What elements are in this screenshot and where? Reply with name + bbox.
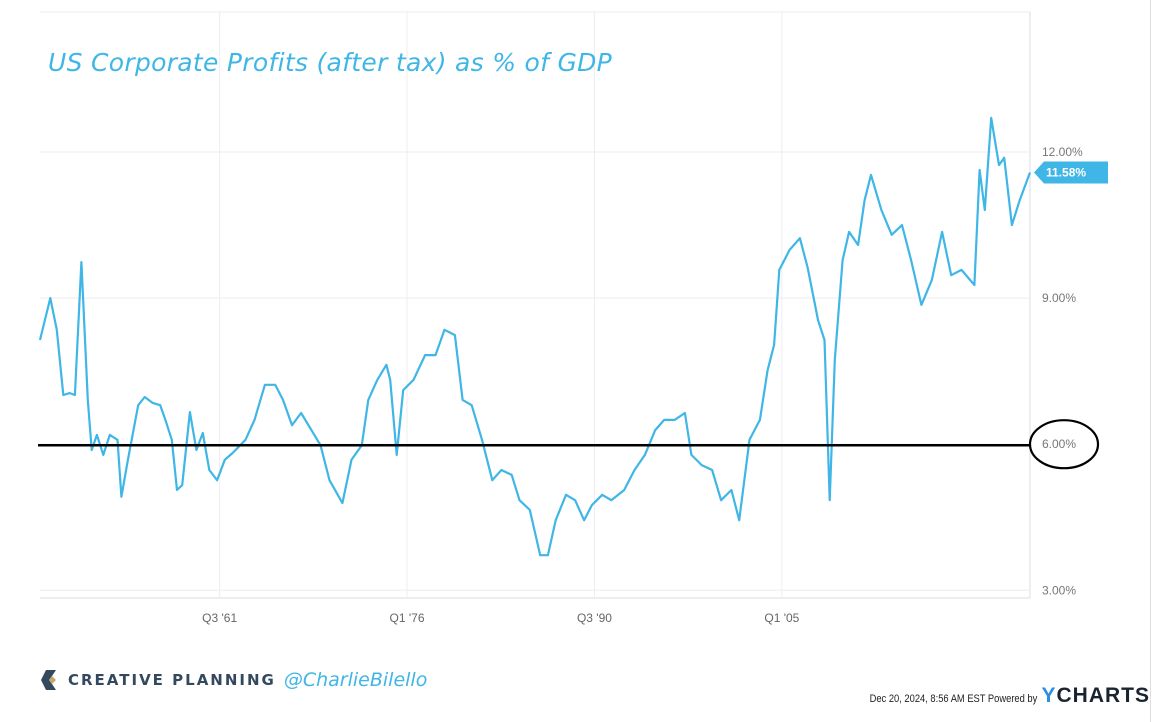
y-tick-label: 3.00% (1042, 583, 1076, 597)
ycharts-logo-text: CHARTS (1056, 684, 1150, 707)
grid (40, 11, 1031, 599)
timestamp: Dec 20, 2024, 8:56 AM EST Powered by (869, 693, 1038, 705)
chart-title: US Corporate Profits (after tax) as % of… (48, 48, 613, 77)
x-tick-label: Q3 '61 (202, 611, 237, 625)
x-tick-label: Q1 '05 (764, 611, 799, 625)
x-tick-label: Q1 '76 (390, 611, 425, 625)
y-tick-label: 12.00% (1042, 145, 1083, 159)
last-value-tag: 11.58% (1034, 161, 1108, 184)
divider (1150, 0, 1151, 722)
last-value-tag-shape (1034, 161, 1108, 184)
footer: Dec 20, 2024, 8:56 AM EST Powered by YCH… (840, 684, 1150, 708)
ycharts-logo: YCHARTS (1041, 684, 1150, 708)
last-value-label: 11.58% (1046, 165, 1086, 179)
y-axis: 12.00% 9.00% 6.00% 3.00% (1042, 145, 1083, 597)
x-tick-label: Q3 '90 (577, 611, 612, 625)
x-axis: Q3 '61 Q1 '76 Q3 '90 Q1 '05 (202, 611, 800, 625)
twitter-handle: @CharlieBilello (283, 669, 428, 691)
highlight-circle (1028, 419, 1100, 470)
y-tick-label: 6.00% (1042, 437, 1076, 451)
ycharts-logo-y: Y (1041, 684, 1057, 707)
brand-name: CREATIVE PLANNING (68, 671, 276, 689)
creative-planning-logo-icon (41, 670, 56, 690)
series-line (38, 116, 1032, 557)
y-tick-label: 9.00% (1042, 291, 1076, 305)
brand: CREATIVE PLANNING @CharlieBilello (40, 667, 427, 693)
